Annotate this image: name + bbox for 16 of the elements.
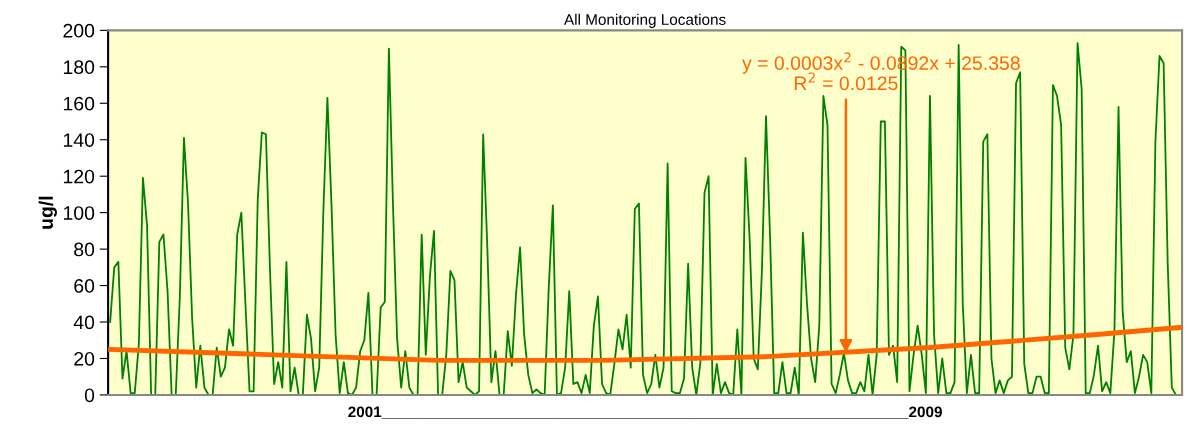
y-tick-label: 140 xyxy=(63,133,95,147)
y-axis-title: ug/l xyxy=(38,196,57,229)
y-tick-label: 200 xyxy=(63,23,95,38)
y-tick-label: 80 xyxy=(74,242,95,257)
y-tick-label: 120 xyxy=(63,169,95,184)
y-tick-label: 60 xyxy=(74,279,95,293)
x-axis-title: 2001______________________________________________________________2009 xyxy=(348,406,942,419)
y-tick-label: 160 xyxy=(63,96,95,111)
chart-title: All Monitoring Locations xyxy=(564,13,726,28)
y-tick-label: 180 xyxy=(63,60,95,75)
annotation: R$^{2}$ = 0.0125 xyxy=(794,72,898,91)
y-tick-label: 100 xyxy=(63,206,95,220)
y-tick-label: 0 xyxy=(84,388,95,403)
y-tick-label: 20 xyxy=(74,351,95,366)
line-series xyxy=(108,325,1183,363)
y-tick-label: 40 xyxy=(73,315,95,330)
